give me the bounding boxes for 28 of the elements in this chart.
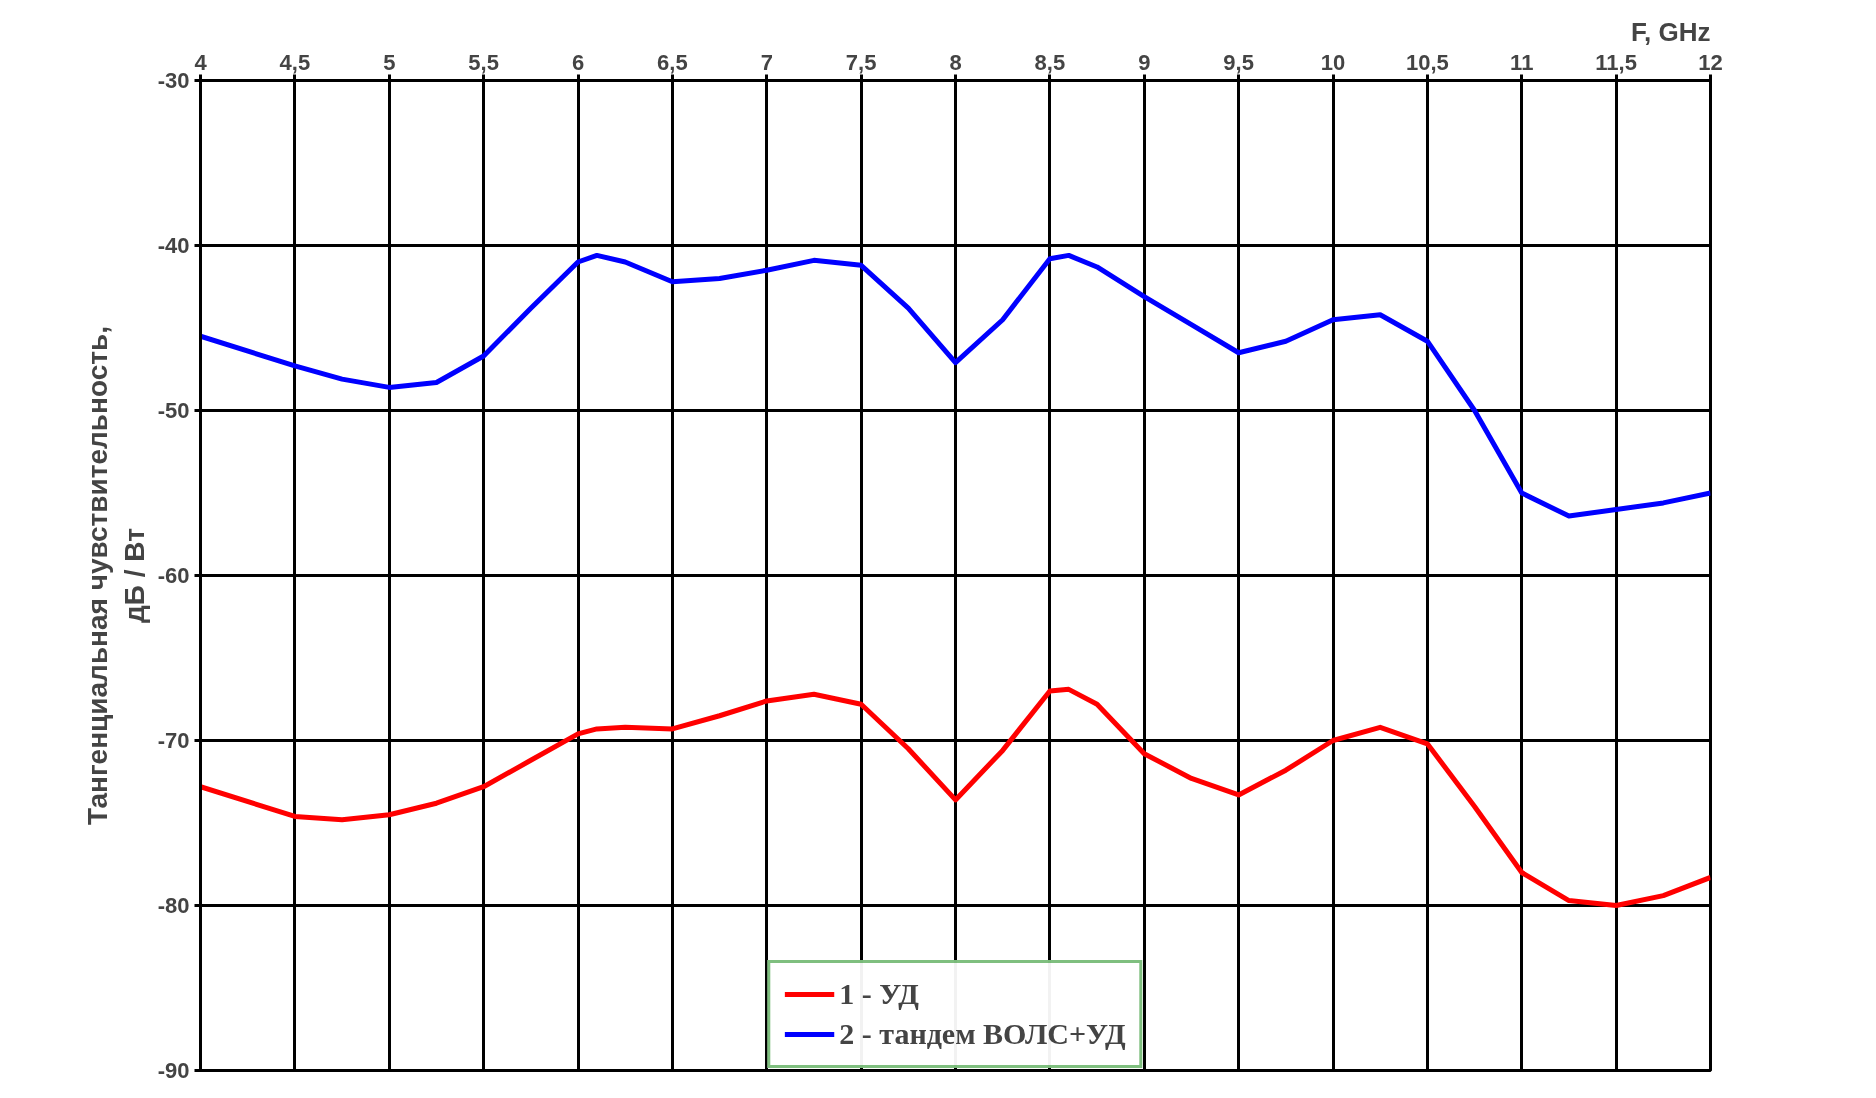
x-tick-label: 7 <box>760 49 773 75</box>
y-tick-label: -60 <box>157 563 190 588</box>
y-axis-title: Тангенциальная чувствительность, дБ / Вт <box>81 326 150 825</box>
legend-label: 1 - УД <box>839 977 919 1011</box>
x-tick-label: 6,5 <box>657 49 688 75</box>
y-tick-label: -70 <box>157 728 190 753</box>
x-tick-label: 8,5 <box>1034 49 1066 75</box>
x-tick-label: 11 <box>1510 49 1534 75</box>
x-tick-label: 9 <box>1138 49 1151 75</box>
x-tick-label: 8 <box>949 49 962 75</box>
x-tick-label: 9,5 <box>1223 49 1254 75</box>
x-tick-label: 5,5 <box>468 49 499 75</box>
x-tick-label: 5 <box>383 49 396 75</box>
y-tick-label: -50 <box>157 398 190 423</box>
y-tick-label: -80 <box>157 893 190 918</box>
x-tick-label: 6 <box>571 49 585 75</box>
x-tick-label: 7,5 <box>845 49 877 75</box>
y-tick-label: -30 <box>157 68 190 93</box>
x-tick-label: 11,5 <box>1595 49 1637 75</box>
x-tick-label: 4 <box>194 49 208 75</box>
x-tick-label: 10 <box>1320 49 1346 75</box>
x-axis-title: F, GHz <box>1631 16 1711 47</box>
x-tick-label: 12 <box>1698 49 1723 75</box>
x-tick-label: 10,5 <box>1405 49 1449 75</box>
y-tick-label: -40 <box>157 233 190 258</box>
legend-label: 2 - тандем ВОЛС+УД <box>839 1017 1126 1051</box>
y-tick-label: -90 <box>157 1058 190 1083</box>
x-tick-label: 4,5 <box>279 49 311 75</box>
